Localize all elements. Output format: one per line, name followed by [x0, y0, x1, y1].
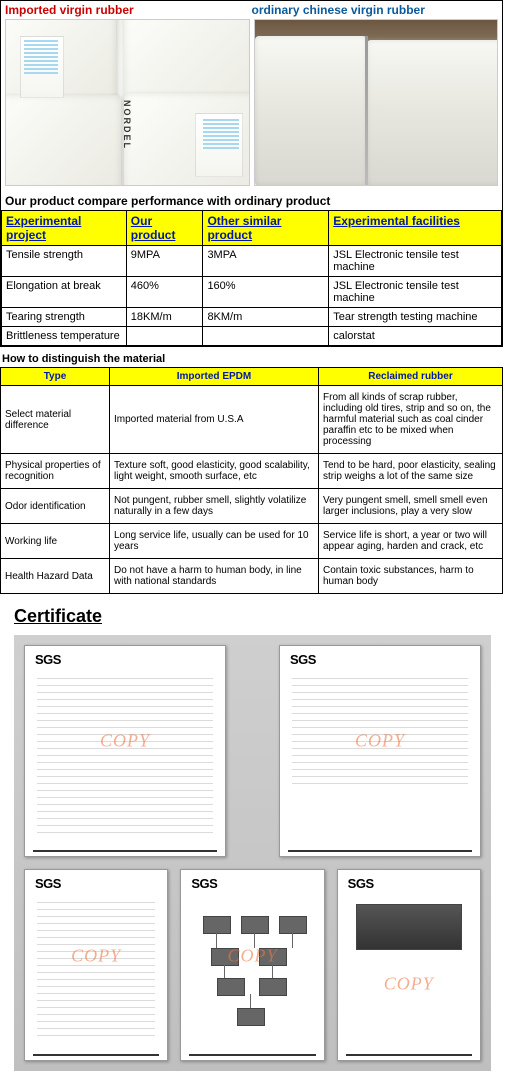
- cert-logo: SGS: [290, 652, 316, 667]
- cmp-h2: Other similar product: [203, 211, 329, 246]
- product-panel: Imported virgin rubber ordinary chinese …: [0, 0, 503, 347]
- table-row: Elongation at break460%160% JSL Electron…: [2, 277, 502, 308]
- cert-row-bottom: SGS COPY SGS COPY SGS CO: [24, 869, 481, 1061]
- label-imported: Imported virgin rubber: [5, 3, 252, 17]
- table-row: Physical properties of recognitionTextur…: [1, 454, 503, 489]
- watermark-copy: COPY: [355, 730, 405, 751]
- cert-logo: SGS: [191, 876, 217, 891]
- cmp-h3: Experimental facilities: [329, 211, 502, 246]
- dist-h0: Type: [1, 368, 110, 386]
- table-row: Health Hazard DataDo not have a harm to …: [1, 559, 503, 594]
- label-ordinary: ordinary chinese virgin rubber: [252, 3, 499, 17]
- cert-logo: SGS: [348, 876, 374, 891]
- watermark-copy: COPY: [100, 730, 150, 751]
- certificate-area: SGS COPY SGS COPY SGS COPY SGS: [14, 635, 491, 1071]
- compare-table: Experimental project Our product Other s…: [1, 210, 502, 346]
- cmp-h0: Experimental project: [2, 211, 127, 246]
- certificate-image: SGS COPY: [24, 645, 226, 857]
- table-row: Odor identificationNot pungent, rubber s…: [1, 489, 503, 524]
- watermark-copy: COPY: [71, 945, 121, 966]
- dist-h1: Imported EPDM: [110, 368, 319, 386]
- table-row: Tensile strength9MPA3MPA JSL Electronic …: [2, 246, 502, 277]
- photo-ordinary-rubber: [254, 19, 499, 186]
- photo-labels: Imported virgin rubber ordinary chinese …: [1, 1, 502, 19]
- table-row: Tearing strength18KM/m8KM/mTear strength…: [2, 308, 502, 327]
- certificate-image: SGS COPY: [180, 869, 324, 1061]
- certificate-image: SGS COPY: [24, 869, 168, 1061]
- certificate-heading: Certificate: [0, 594, 505, 631]
- photo-row: NORDEL NORDEL: [1, 19, 502, 190]
- photo-imported-rubber: NORDEL NORDEL: [5, 19, 250, 186]
- bag-brand-text-1: NORDEL: [122, 100, 132, 150]
- watermark-copy: COPY: [227, 945, 277, 966]
- compare-title: Our product compare performance with ord…: [1, 190, 502, 210]
- distinguish-title: How to distinguish the material: [0, 347, 505, 367]
- cert-row-top: SGS COPY SGS COPY: [24, 645, 481, 857]
- cert-logo: SGS: [35, 652, 61, 667]
- certificate-image: SGS COPY: [337, 869, 481, 1061]
- cert-body: [37, 678, 213, 836]
- dist-h2: Reclaimed rubber: [319, 368, 503, 386]
- cert-logo: SGS: [35, 876, 61, 891]
- table-row: Working lifeLong service life, usually c…: [1, 524, 503, 559]
- distinguish-table: Type Imported EPDM Reclaimed rubber Sele…: [0, 367, 503, 594]
- table-row: Select material differenceImported mater…: [1, 386, 503, 454]
- cert-body: [37, 902, 155, 1040]
- certificate-image: SGS COPY: [279, 645, 481, 857]
- table-row: Brittleness temperaturecalorstat: [2, 327, 502, 346]
- cmp-h1: Our product: [126, 211, 203, 246]
- watermark-copy: COPY: [384, 974, 434, 995]
